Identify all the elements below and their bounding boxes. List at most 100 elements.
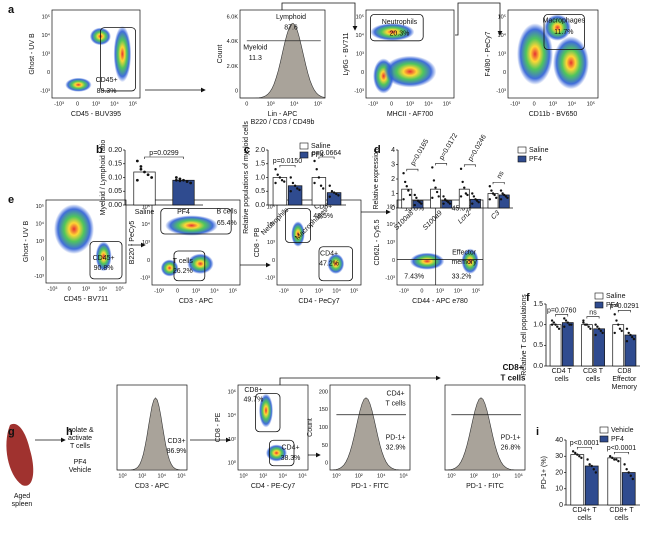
x-tick-label: CD4+ T cells xyxy=(572,507,597,522)
y-tick-label: 2.0 xyxy=(255,147,265,154)
y-tick-label: 10⁶ xyxy=(228,388,236,395)
data-point xyxy=(632,337,636,341)
data-point xyxy=(337,194,340,197)
y-tick-label: 0.15 xyxy=(108,161,122,168)
y-tick-label: 0 xyxy=(559,502,563,509)
data-point xyxy=(278,176,282,179)
data-point xyxy=(488,185,492,188)
legend-label: Vehicle xyxy=(611,427,634,434)
x-axis-label: CD4 - PE-Cy7 xyxy=(251,483,295,490)
data-point xyxy=(403,180,407,184)
data-point xyxy=(313,181,316,185)
y-axis-label: CD62L - Cy5.5 xyxy=(374,219,381,265)
x-axis-label: CD45 - BV711 xyxy=(64,296,109,303)
histogram xyxy=(329,397,410,471)
data-point xyxy=(620,329,623,333)
data-point xyxy=(550,319,554,322)
significance-bracket xyxy=(406,168,419,172)
legend-swatch xyxy=(299,142,309,150)
y-tick-label: 10⁴ xyxy=(42,32,51,39)
data-point xyxy=(474,198,477,201)
gate-label: 87.6 xyxy=(284,24,298,31)
x-tick-label: 10³ xyxy=(267,101,275,107)
gate-label: T cells xyxy=(173,258,194,265)
data-point xyxy=(274,168,277,171)
y-tick-label: 0.5 xyxy=(533,342,543,349)
panel-label: c xyxy=(244,144,250,156)
data-point xyxy=(276,173,279,176)
x-tick-label-box: CD8+ T cells xyxy=(609,507,633,522)
data-point xyxy=(328,195,331,198)
y-tick-label: -10³ xyxy=(34,274,44,280)
data-point xyxy=(328,184,331,187)
data-point xyxy=(570,323,573,326)
panel-label: d xyxy=(374,144,381,156)
y-tick-label: 10² xyxy=(228,437,236,443)
x-tick-label: -10³ xyxy=(54,101,64,107)
x-tick-label: 10⁶ xyxy=(298,472,306,479)
x-tick-label: 0 xyxy=(76,101,79,107)
gate-label: 48.5% xyxy=(313,213,333,220)
y-axis-label: CD8 - PB xyxy=(254,227,261,257)
data-point xyxy=(566,321,569,324)
data-point xyxy=(146,173,150,177)
gate-label: Effector xyxy=(452,250,477,257)
x-tick-label: -10³ xyxy=(154,288,164,294)
data-point xyxy=(594,471,598,474)
data-point xyxy=(289,176,292,179)
gate-label: Myeloid xyxy=(243,45,267,52)
y-tick-label: 1.0 xyxy=(255,174,265,181)
data-point xyxy=(174,176,178,179)
gate-label: T cells xyxy=(501,373,526,382)
annotation: p=0.0299 xyxy=(149,150,178,157)
data-point xyxy=(296,187,299,190)
x-axis-label: B220 / CD3 / CD49b xyxy=(251,119,315,126)
data-point xyxy=(613,331,616,335)
y-axis-label: Ghost - UV B xyxy=(29,33,36,75)
data-point xyxy=(319,184,323,187)
y-tick-label: 0 xyxy=(47,70,50,76)
data-point xyxy=(289,190,292,193)
y-tick-label: 0 xyxy=(41,256,44,262)
data-point xyxy=(402,172,405,175)
significance-bracket xyxy=(492,181,505,185)
data-point xyxy=(139,165,143,168)
x-axis-label: CD4 - PeCy7 xyxy=(298,298,339,305)
density-blob xyxy=(461,248,479,274)
x-tick-label-box: CD8 T cells xyxy=(583,368,603,383)
data-point xyxy=(557,327,561,330)
density-blob xyxy=(370,23,415,41)
schematic-text: Vehicle xyxy=(69,467,92,474)
y-tick-label: 10³ xyxy=(42,51,50,57)
gate-label: CD4+ xyxy=(320,250,338,257)
gate xyxy=(89,241,123,280)
data-point xyxy=(475,199,479,202)
x-tick-label: 10⁴ xyxy=(158,472,167,479)
data-point xyxy=(590,464,593,468)
gate-label: B cells xyxy=(216,209,237,216)
significance-bracket xyxy=(144,156,184,159)
y-axis-label: F4/80 - PeCy7 xyxy=(485,31,492,76)
x-axis-label: CD3 - APC xyxy=(135,483,169,490)
annotation: ns xyxy=(589,309,597,316)
y-tick-label: 0.10 xyxy=(108,174,122,181)
gate-label: Lymphoid xyxy=(276,14,306,21)
y-axis-label: Count xyxy=(217,45,224,64)
density-blob xyxy=(65,77,92,92)
schematic-text: spleen xyxy=(12,501,33,508)
x-tick-label: 10⁴ xyxy=(424,100,433,107)
gate-label: Macrophages xyxy=(543,17,586,24)
data-point xyxy=(402,198,405,201)
data-point xyxy=(578,455,581,458)
legend-swatch xyxy=(599,435,609,443)
data-point xyxy=(615,319,618,322)
gate-label: PD-1+ xyxy=(386,435,406,442)
data-point xyxy=(585,323,589,326)
density-blob xyxy=(409,252,445,270)
schematic-text: Aged xyxy=(14,493,30,500)
x-tick-label: 0 xyxy=(68,286,71,292)
gate-label: 38.3% xyxy=(281,455,301,462)
x-tick-label-box: CD4 T cells xyxy=(552,368,572,383)
histogram xyxy=(117,397,187,471)
bar xyxy=(487,193,499,209)
